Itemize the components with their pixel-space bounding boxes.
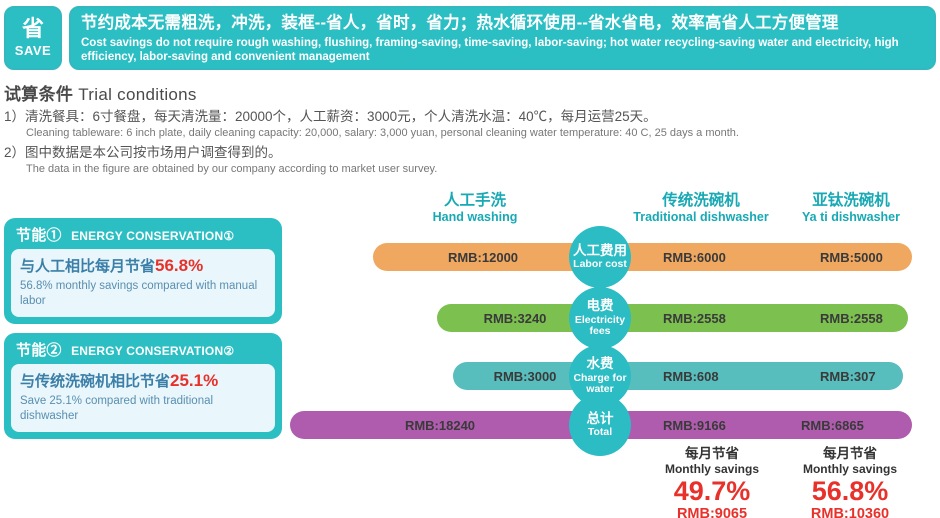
bar-value-electricity-yati: RMB:2558 bbox=[820, 310, 883, 326]
monthly-savings-yati-percent: 56.8% bbox=[811, 475, 889, 506]
row-badge-water-charge-en: Charge for water bbox=[573, 371, 627, 395]
energy-card-2-cn-text: 与传统洗碗机相比节省 bbox=[20, 373, 171, 390]
bar-value-water-traditional: RMB:608 bbox=[663, 368, 719, 384]
condition-2: 2）图中数据是本公司按市场用户调查得到的。 The data in the fi… bbox=[4, 144, 934, 177]
trial-title-en: Trial conditions bbox=[78, 85, 197, 104]
bar-value-water-yati: RMB:307 bbox=[820, 368, 876, 384]
monthly-savings-yati: 每月节省 Monthly savings 56.8% RMB:10360 bbox=[775, 446, 925, 518]
column-header-traditional-dishwasher: 传统洗碗机 Traditional dishwasher bbox=[608, 192, 794, 225]
energy-card-1-en: 56.8% monthly savings compared with manu… bbox=[20, 280, 258, 307]
condition-2-cn: 2）图中数据是本公司按市场用户调查得到的。 bbox=[4, 144, 282, 160]
bar-value-total-yati: RMB:6865 bbox=[801, 417, 864, 433]
energy-card-2-body: 与传统洗碗机相比节省25.1% Save 25.1% compared with… bbox=[11, 364, 275, 433]
save-badge-en: SAVE bbox=[14, 43, 52, 58]
bar-value-total-traditional: RMB:9166 bbox=[663, 417, 726, 433]
row-badge-labor-cost-cn: 人工费用 bbox=[573, 242, 627, 258]
row-badge-labor-cost: 人工费用 Labor cost bbox=[569, 226, 631, 288]
monthly-savings-traditional: 每月节省 Monthly savings 49.7% RMB:9065 bbox=[637, 446, 787, 518]
energy-card-1-header-en: ENERGY CONSERVATION① bbox=[71, 229, 235, 243]
column-header-traditional-dishwasher-cn: 传统洗碗机 bbox=[662, 192, 740, 209]
trial-title-cn: 试算条件 bbox=[4, 85, 74, 104]
save-badge: 省 SAVE bbox=[4, 6, 62, 70]
monthly-savings-yati-cn: 每月节省 bbox=[823, 446, 877, 461]
trial-conditions: 试算条件 Trial conditions 1）清洗餐具：6寸餐盘，每天清洗量：… bbox=[4, 80, 934, 176]
energy-card-2-percent: 25.1% bbox=[170, 371, 219, 390]
row-badge-electricity-fees-en: Electricity fees bbox=[574, 313, 626, 337]
row-badge-total-cn: 总计 bbox=[586, 410, 614, 426]
energy-card-1-header: 节能① ENERGY CONSERVATION① bbox=[11, 223, 275, 249]
bar-value-electricity-traditional: RMB:2558 bbox=[663, 310, 726, 326]
save-badge-cn: 省 bbox=[21, 16, 44, 41]
column-header-yati-dishwasher-en: Ya ti dishwasher bbox=[802, 209, 900, 224]
column-header-traditional-dishwasher-en: Traditional dishwasher bbox=[633, 209, 769, 224]
row-badge-total: 总计 Total bbox=[569, 394, 631, 456]
energy-card-1-cn: 与人工相比每月节省56.8% bbox=[20, 256, 266, 276]
bar-value-water-hand: RMB:3000 bbox=[493, 368, 557, 384]
column-header-hand-washing: 人工手洗 Hand washing bbox=[400, 192, 550, 225]
energy-card-2-en: Save 25.1% compared with traditional dis… bbox=[20, 395, 214, 422]
condition-1-en: Cleaning tableware: 6 inch plate, daily … bbox=[26, 127, 739, 140]
monthly-savings-yati-en: Monthly savings bbox=[802, 461, 897, 476]
monthly-savings-traditional-en: Monthly savings bbox=[664, 461, 759, 476]
energy-conservation-card-2: 节能② ENERGY CONSERVATION② 与传统洗碗机相比节省25.1%… bbox=[4, 333, 282, 440]
bar-value-labor-hand: RMB:12000 bbox=[447, 249, 519, 265]
monthly-savings-traditional-cn: 每月节省 bbox=[685, 446, 739, 461]
bar-value-labor-traditional: RMB:6000 bbox=[663, 249, 726, 265]
column-header-hand-washing-cn: 人工手洗 bbox=[443, 192, 506, 209]
row-badge-water-charge-cn: 水费 bbox=[586, 356, 614, 372]
bar-value-labor-yati: RMB:5000 bbox=[820, 249, 883, 265]
energy-card-1-body: 与人工相比每月节省56.8% 56.8% monthly savings com… bbox=[11, 249, 275, 318]
row-badge-labor-cost-en: Labor cost bbox=[573, 258, 627, 271]
condition-1-cn: 1）清洗餐具：6寸餐盘，每天清洗量：20000个，人工薪资：3000元，个人清洗… bbox=[4, 109, 657, 124]
bar-value-electricity-hand: RMB:3240 bbox=[483, 310, 547, 326]
energy-card-1-cn-text: 与人工相比每月节省 bbox=[20, 258, 156, 275]
row-badge-electricity-fees-cn: 电费 bbox=[586, 298, 614, 314]
bar-value-total-hand: RMB:18240 bbox=[404, 417, 476, 433]
banner-headline-cn: 节约成本无需粗洗，冲洗，装框--省人，省时，省力；热水循环使用--省水省电，效率… bbox=[81, 14, 839, 32]
monthly-savings-yati-amount: RMB:10360 bbox=[810, 505, 890, 518]
monthly-savings-traditional-percent: 49.7% bbox=[673, 475, 751, 506]
energy-card-2-header-en: ENERGY CONSERVATION② bbox=[71, 344, 235, 358]
row-badge-total-en: Total bbox=[587, 426, 613, 439]
monthly-savings-traditional-amount: RMB:9065 bbox=[676, 505, 748, 518]
bar-row-labor-cost: RMB:12000 RMB:6000 RMB:5000 bbox=[373, 243, 912, 271]
energy-card-2-header-cn: 节能② bbox=[16, 342, 62, 359]
energy-conservation-card-1: 节能① ENERGY CONSERVATION① 与人工相比每月节省56.8% … bbox=[4, 218, 282, 325]
header-banner: 省 SAVE 节约成本无需粗洗，冲洗，装框--省人，省时，省力；热水循环使用--… bbox=[4, 6, 936, 70]
column-header-yati-dishwasher: 亚钛洗碗机 Ya ti dishwasher bbox=[772, 192, 930, 225]
energy-card-1-header-cn: 节能① bbox=[16, 227, 62, 244]
bar-row-electricity-fees: RMB:3240 RMB:2558 RMB:2558 bbox=[437, 304, 908, 332]
trial-title: 试算条件 Trial conditions bbox=[4, 80, 934, 105]
energy-card-1-percent: 56.8% bbox=[155, 256, 204, 275]
banner-headline-en: Cost savings do not require rough washin… bbox=[81, 36, 899, 64]
condition-1: 1）清洗餐具：6寸餐盘，每天清洗量：20000个，人工薪资：3000元，个人清洗… bbox=[4, 108, 934, 141]
column-header-yati-dishwasher-cn: 亚钛洗碗机 bbox=[812, 192, 890, 209]
row-badge-electricity-fees: 电费 Electricity fees bbox=[569, 287, 631, 349]
condition-2-en: The data in the figure are obtained by o… bbox=[26, 162, 438, 175]
bar-row-water-charge: RMB:3000 RMB:608 RMB:307 bbox=[453, 362, 903, 390]
column-header-hand-washing-en: Hand washing bbox=[432, 209, 518, 224]
energy-card-2-cn: 与传统洗碗机相比节省25.1% bbox=[20, 371, 266, 391]
energy-card-2-header: 节能② ENERGY CONSERVATION② bbox=[11, 338, 275, 364]
banner-text: 节约成本无需粗洗，冲洗，装框--省人，省时，省力；热水循环使用--省水省电，效率… bbox=[69, 6, 936, 70]
